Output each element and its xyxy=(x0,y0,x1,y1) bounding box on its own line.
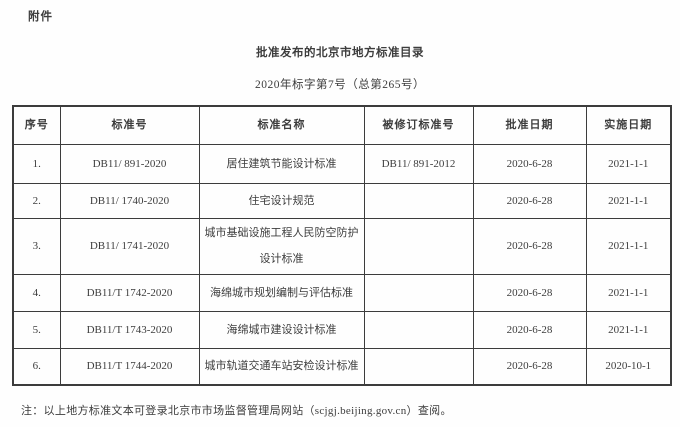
attachment-label: 附件 xyxy=(28,11,53,23)
cell-standard-name: 城市轨道交通车站安检设计标准 xyxy=(198,347,365,386)
cell-implementation-date: 2021-1-1 xyxy=(585,217,672,275)
cell-approval-date: 2020-6-28 xyxy=(472,273,587,312)
cell-standard-name: 海绵城市建设设计标准 xyxy=(198,310,365,349)
cell-implementation-date: 2021-1-1 xyxy=(585,273,672,312)
cell-serial: 5. xyxy=(12,310,61,349)
header-standard-name: 标准名称 xyxy=(198,105,365,145)
header-serial-number: 序号 xyxy=(12,105,61,145)
table-header: 序号 标准号 标准名称 被修订标准号 批准日期 实施日期 xyxy=(12,105,672,145)
cell-implementation-date: 2021-1-1 xyxy=(585,182,672,219)
cell-approval-date: 2020-6-28 xyxy=(472,182,587,219)
cell-standard-name: 海绵城市规划编制与评估标准 xyxy=(198,273,365,312)
standards-table: 序号 标准号 标准名称 被修订标准号 批准日期 实施日期 1. DB11/ 89… xyxy=(12,105,672,386)
footer-note: 注：以上地方标准文本可登录北京市市场监督管理局网站（scjgj.beijing.… xyxy=(21,405,452,417)
cell-revised-standard xyxy=(363,182,474,219)
table-row: 5. DB11/T 1743-2020 海绵城市建设设计标准 2020-6-28… xyxy=(12,310,672,349)
header-standard-number: 标准号 xyxy=(59,105,200,145)
cell-serial: 3. xyxy=(12,217,61,275)
cell-approval-date: 2020-6-28 xyxy=(472,143,587,184)
cell-standard-number: DB11/ 891-2020 xyxy=(59,143,200,184)
cell-revised-standard xyxy=(363,347,474,386)
cell-approval-date: 2020-6-28 xyxy=(472,217,587,275)
cell-approval-date: 2020-6-28 xyxy=(472,347,587,386)
header-approval-date: 批准日期 xyxy=(472,105,587,145)
table-row: 2. DB11/ 1740-2020 住宅设计规范 2020-6-28 2021… xyxy=(12,182,672,219)
cell-revised-standard xyxy=(363,310,474,349)
cell-revised-standard xyxy=(363,217,474,275)
table-row: 1. DB11/ 891-2020 居住建筑节能设计标准 DB11/ 891-2… xyxy=(12,143,672,184)
document-title: 批准发布的北京市地方标准目录 xyxy=(256,47,424,59)
cell-serial: 6. xyxy=(12,347,61,386)
cell-standard-name: 居住建筑节能设计标准 xyxy=(198,143,365,184)
cell-approval-date: 2020-6-28 xyxy=(472,310,587,349)
cell-standard-name: 城市基础设施工程人民防空防护设计标准 xyxy=(198,217,365,275)
cell-standard-number: DB11/T 1742-2020 xyxy=(59,273,200,312)
cell-standard-name: 住宅设计规范 xyxy=(198,182,365,219)
table-row: 4. DB11/T 1742-2020 海绵城市规划编制与评估标准 2020-6… xyxy=(12,273,672,312)
cell-implementation-date: 2020-10-1 xyxy=(585,347,672,386)
header-implementation-date: 实施日期 xyxy=(585,105,672,145)
cell-implementation-date: 2021-1-1 xyxy=(585,143,672,184)
cell-standard-number: DB11/T 1743-2020 xyxy=(59,310,200,349)
document-subtitle: 2020年标字第7号（总第265号） xyxy=(255,79,425,91)
cell-standard-number: DB11/ 1741-2020 xyxy=(59,217,200,275)
cell-implementation-date: 2021-1-1 xyxy=(585,310,672,349)
cell-revised-standard xyxy=(363,273,474,312)
cell-serial: 4. xyxy=(12,273,61,312)
table-body: 1. DB11/ 891-2020 居住建筑节能设计标准 DB11/ 891-2… xyxy=(12,143,672,386)
cell-serial: 1. xyxy=(12,143,61,184)
table-row: 6. DB11/T 1744-2020 城市轨道交通车站安检设计标准 2020-… xyxy=(12,347,672,386)
table-row: 3. DB11/ 1741-2020 城市基础设施工程人民防空防护设计标准 20… xyxy=(12,217,672,275)
cell-standard-number: DB11/T 1744-2020 xyxy=(59,347,200,386)
cell-serial: 2. xyxy=(12,182,61,219)
header-revised-standard-number: 被修订标准号 xyxy=(363,105,474,145)
cell-standard-number: DB11/ 1740-2020 xyxy=(59,182,200,219)
cell-revised-standard: DB11/ 891-2012 xyxy=(363,143,474,184)
table-header-row: 序号 标准号 标准名称 被修订标准号 批准日期 实施日期 xyxy=(12,105,672,145)
